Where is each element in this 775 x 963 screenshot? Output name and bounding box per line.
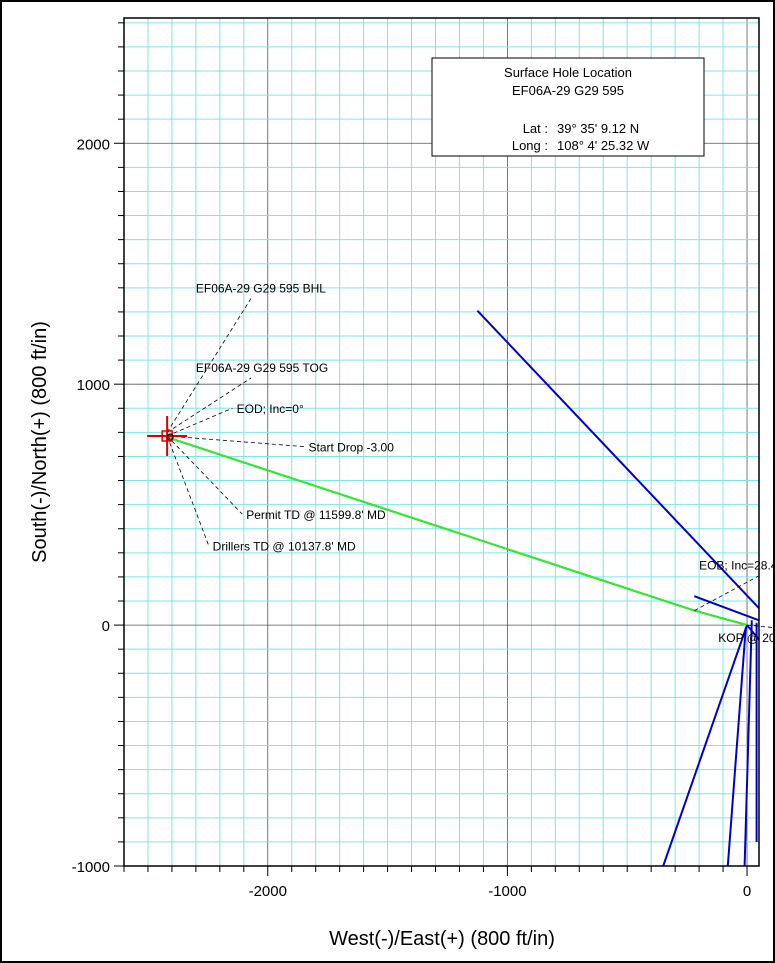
offset-wellpath-line	[726, 627, 747, 867]
lat-label: Lat :	[523, 121, 548, 136]
annotation-label: Start Drop -3.00	[309, 441, 395, 455]
annotation-leader	[166, 298, 252, 433]
offset-wellpath-line	[746, 624, 760, 641]
annotation-label: EF06A-29 G29 595 TOG	[196, 361, 328, 375]
x-axis-title: West(-)/East(+) (800 ft/in)	[329, 928, 555, 950]
y-tick-label: 0	[102, 618, 110, 635]
annotation-leader	[167, 435, 305, 448]
long-value: 108° 4' 25.32 W	[557, 138, 650, 153]
surface-location-box-frame	[431, 57, 705, 157]
y-tick-label: -1000	[72, 859, 110, 876]
annotation-label: EF06A-29 G29 595 BHL	[196, 282, 326, 296]
long-label: Long :	[512, 138, 548, 153]
bottom-hole-circle	[166, 433, 174, 441]
axis-ticks: -2000 -1000 0 -1000 0 1000 2000	[72, 22, 751, 900]
plot-border	[123, 17, 760, 867]
annotation-label: Drillers TD @ 10137.8' MD	[213, 539, 356, 553]
surface-location-title: Surface Hole Location	[504, 65, 632, 80]
x-tick-label: -1000	[488, 883, 526, 900]
annotation-leader	[166, 407, 233, 437]
annotation-label: EOB; Inc=28.44°	[699, 559, 775, 573]
y-axis-title: South(-)/North(+) (800 ft/in)	[29, 321, 51, 563]
y-tick-label: 2000	[77, 136, 110, 153]
offset-wellpath-line	[743, 620, 753, 867]
annotation-leader	[746, 624, 775, 629]
annotation-label: Permit TD @ 11599.8' MD	[246, 508, 386, 522]
well-paths	[166, 310, 760, 867]
target-marker	[147, 415, 188, 456]
offset-wellpath-line	[476, 310, 760, 609]
y-tick-label: 1000	[77, 377, 110, 394]
annotation-label: KOP @ 200' MD	[718, 631, 775, 645]
annotation-leader	[694, 575, 760, 611]
annotation-label: EOD; Inc=0°	[237, 402, 304, 416]
target-box	[161, 430, 173, 442]
x-tick-label: -2000	[249, 883, 287, 900]
annotation-leader	[166, 377, 252, 433]
annotation-leader	[166, 435, 210, 546]
lat-value: 39° 35' 9.12 N	[557, 121, 639, 136]
x-tick-label: 0	[743, 883, 751, 900]
surface-location-name: EF06A-29 G29 595	[512, 83, 624, 98]
annotations: EF06A-29 G29 595 BHL EF06A-29 G29 595 TOG…	[166, 282, 775, 645]
offset-wellpath-line	[662, 624, 748, 867]
surface-location-box: Surface Hole Location EF06A-29 G29 595 L…	[431, 57, 705, 157]
offset-wellpath-line	[693, 595, 760, 622]
